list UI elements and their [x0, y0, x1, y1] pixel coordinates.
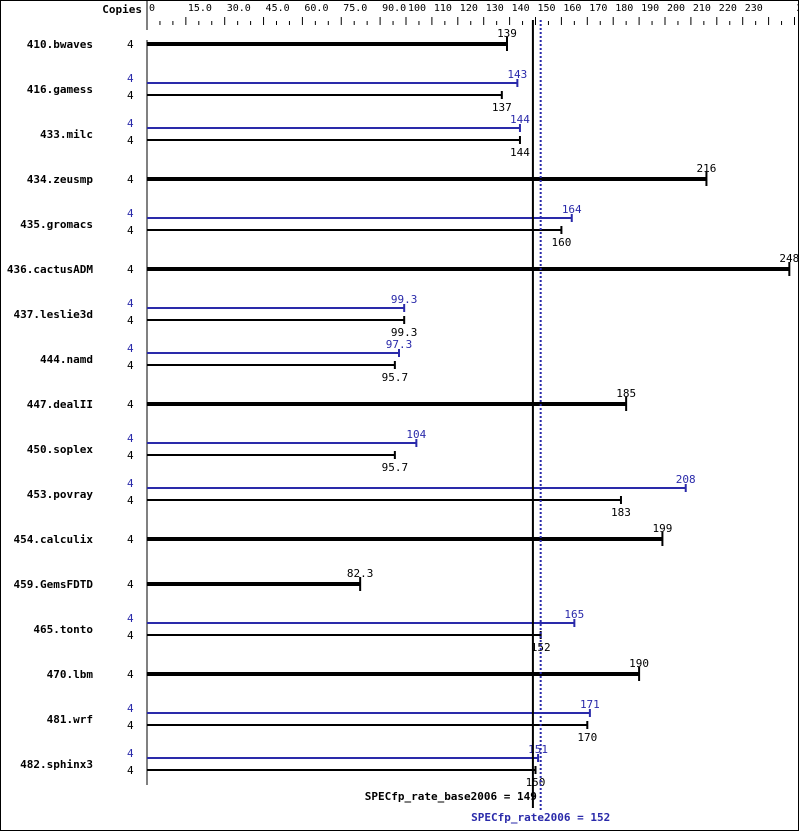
base-copies-label: 4: [127, 224, 134, 237]
base-value-label: 185: [616, 387, 636, 400]
benchmark-label: 436.cactusADM: [7, 263, 93, 276]
peak-value-label: 151: [528, 743, 548, 756]
benchmark-label: 410.bwaves: [27, 38, 93, 51]
base-value-label: 95.7: [382, 461, 409, 474]
base-value-label: 99.3: [391, 326, 418, 339]
peak-value-label: 171: [580, 698, 600, 711]
base-value-label: 150: [526, 776, 546, 789]
peak-copies-label: 4: [127, 117, 134, 130]
benchmark-label: 459.GemsFDTD: [14, 578, 94, 591]
copies-label: 4: [127, 38, 134, 51]
tick-label: 150: [538, 3, 556, 14]
benchmark-label: 482.sphinx3: [20, 758, 93, 771]
peak-copies-label: 4: [127, 747, 134, 760]
base-copies-label: 4: [127, 494, 134, 507]
base-copies-label: 4: [127, 719, 134, 732]
peak-value-label: 208: [676, 473, 696, 486]
base-value-label: 95.7: [382, 371, 409, 384]
tick-label: 0: [149, 3, 155, 14]
base-copies-label: 4: [127, 449, 134, 462]
tick-label: 120: [460, 3, 478, 14]
tick-label: 45.0: [266, 3, 290, 14]
tick-label: 30.0: [227, 3, 251, 14]
benchmark-label: 416.gamess: [27, 83, 93, 96]
benchmark-label: 465.tonto: [33, 623, 93, 636]
base-value-label: 144: [510, 146, 530, 159]
benchmark-label: 470.lbm: [47, 668, 94, 681]
base-value-label: 152: [531, 641, 551, 654]
peak-value-label: 143: [507, 68, 527, 81]
tick-label: 220: [719, 3, 737, 14]
base-value-label: 183: [611, 506, 631, 519]
peak-copies-label: 4: [127, 477, 134, 490]
peak-value-label: 144: [510, 113, 530, 126]
tick-label: 180: [615, 3, 633, 14]
peak-value-label: 165: [564, 608, 584, 621]
peak-value-label: 99.3: [391, 293, 418, 306]
base-value-label: 248: [779, 252, 799, 265]
tick-label: 15.0: [188, 3, 212, 14]
base-value-label: 190: [629, 657, 649, 670]
tick-label: 250: [797, 3, 799, 14]
tick-label: 140: [512, 3, 530, 14]
peak-copies-label: 4: [127, 72, 134, 85]
base-copies-label: 4: [127, 764, 134, 777]
base-value-label: 139: [497, 27, 517, 40]
benchmark-label: 481.wrf: [47, 713, 93, 726]
copies-label: 4: [127, 578, 134, 591]
tick-label: 190: [641, 3, 659, 14]
tick-label: 100: [408, 3, 426, 14]
tick-label: 75.0: [343, 3, 367, 14]
copies-label: 4: [127, 398, 134, 411]
peak-mean-label: SPECfp_rate2006 = 152: [471, 811, 610, 824]
tick-label: 230: [745, 3, 763, 14]
peak-copies-label: 4: [127, 207, 134, 220]
base-copies-label: 4: [127, 134, 134, 147]
base-copies-label: 4: [127, 359, 134, 372]
benchmark-label: 450.soplex: [27, 443, 94, 456]
benchmark-label: 444.namd: [40, 353, 93, 366]
benchmark-label: 435.gromacs: [20, 218, 93, 231]
benchmark-label: 433.milc: [40, 128, 93, 141]
copies-label: 4: [127, 173, 134, 186]
base-mean-label: SPECfp_rate_base2006 = 149: [365, 790, 537, 803]
base-value-label: 82.3: [347, 567, 374, 580]
benchmark-label: 447.dealII: [27, 398, 93, 411]
peak-value-label: 104: [406, 428, 426, 441]
base-value-label: 216: [697, 162, 717, 175]
peak-value-label: 164: [562, 203, 582, 216]
copies-label: 4: [127, 263, 134, 276]
tick-label: 160: [563, 3, 581, 14]
tick-label: 170: [589, 3, 607, 14]
base-value-label: 170: [577, 731, 597, 744]
tick-label: 60.0: [304, 3, 328, 14]
tick-label: 130: [486, 3, 504, 14]
base-copies-label: 4: [127, 629, 134, 642]
base-value-label: 199: [652, 522, 672, 535]
peak-copies-label: 4: [127, 612, 134, 625]
base-value-label: 137: [492, 101, 512, 114]
axis-label: Copies: [102, 3, 142, 16]
benchmark-label: 434.zeusmp: [27, 173, 94, 186]
benchmark-label: 454.calculix: [14, 533, 94, 546]
peak-copies-label: 4: [127, 297, 134, 310]
peak-value-label: 97.3: [386, 338, 413, 351]
base-copies-label: 4: [127, 89, 134, 102]
peak-copies-label: 4: [127, 432, 134, 445]
copies-label: 4: [127, 533, 134, 546]
tick-label: 200: [667, 3, 685, 14]
base-value-label: 160: [551, 236, 571, 249]
benchmark-label: 437.leslie3d: [14, 308, 93, 321]
tick-label: 90.0: [382, 3, 406, 14]
peak-copies-label: 4: [127, 342, 134, 355]
peak-copies-label: 4: [127, 702, 134, 715]
copies-label: 4: [127, 668, 134, 681]
benchmark-label: 453.povray: [27, 488, 94, 501]
tick-label: 210: [693, 3, 711, 14]
base-copies-label: 4: [127, 314, 134, 327]
tick-label: 110: [434, 3, 452, 14]
